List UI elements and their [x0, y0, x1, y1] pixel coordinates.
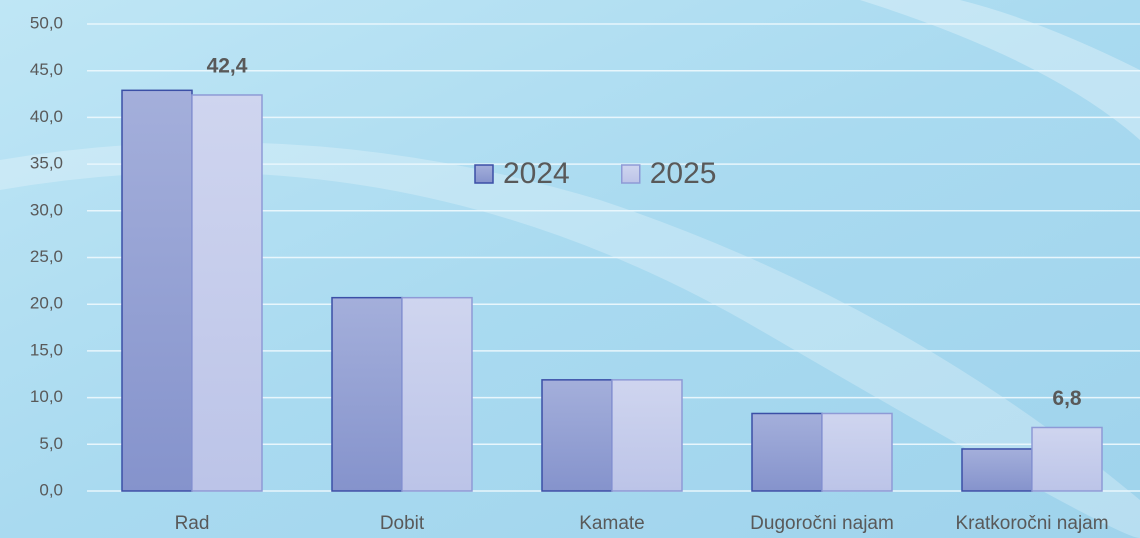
x-tick-label: Rad	[175, 513, 210, 534]
value-label: 42,4	[207, 55, 248, 78]
y-tick-label: 35,0	[30, 154, 63, 173]
y-tick-label: 40,0	[30, 107, 63, 126]
bar	[401, 296, 473, 492]
value-label: 6,8	[1052, 387, 1082, 410]
y-tick-label: 30,0	[30, 200, 63, 219]
y-tick-label: 25,0	[30, 247, 63, 266]
legend-swatch	[474, 164, 494, 184]
bar	[541, 379, 613, 492]
bar	[1031, 426, 1103, 492]
bar	[961, 448, 1033, 492]
y-tick-label: 5,0	[39, 434, 63, 453]
y-tick-label: 45,0	[30, 60, 63, 79]
y-tick-label: 20,0	[30, 294, 63, 313]
swoosh	[0, 142, 1140, 538]
y-tick-label: 50,0	[30, 13, 63, 32]
legend-label: 2024	[503, 157, 570, 190]
bar	[751, 412, 823, 492]
legend-label: 2025	[650, 157, 717, 190]
y-tick-label: 10,0	[30, 387, 63, 406]
bar	[331, 296, 403, 492]
legend-swatch	[621, 164, 641, 184]
bar	[121, 89, 193, 492]
x-tick-label: Kratkoročni najam	[955, 513, 1108, 534]
bar	[611, 379, 683, 492]
x-tick-label: Dugoročni najam	[750, 513, 894, 534]
x-tick-label: Dobit	[380, 513, 425, 534]
y-tick-label: 0,0	[39, 480, 63, 499]
y-tick-label: 15,0	[30, 340, 63, 359]
bar	[191, 94, 263, 492]
bar	[821, 412, 893, 492]
x-tick-label: Kamate	[579, 513, 644, 534]
